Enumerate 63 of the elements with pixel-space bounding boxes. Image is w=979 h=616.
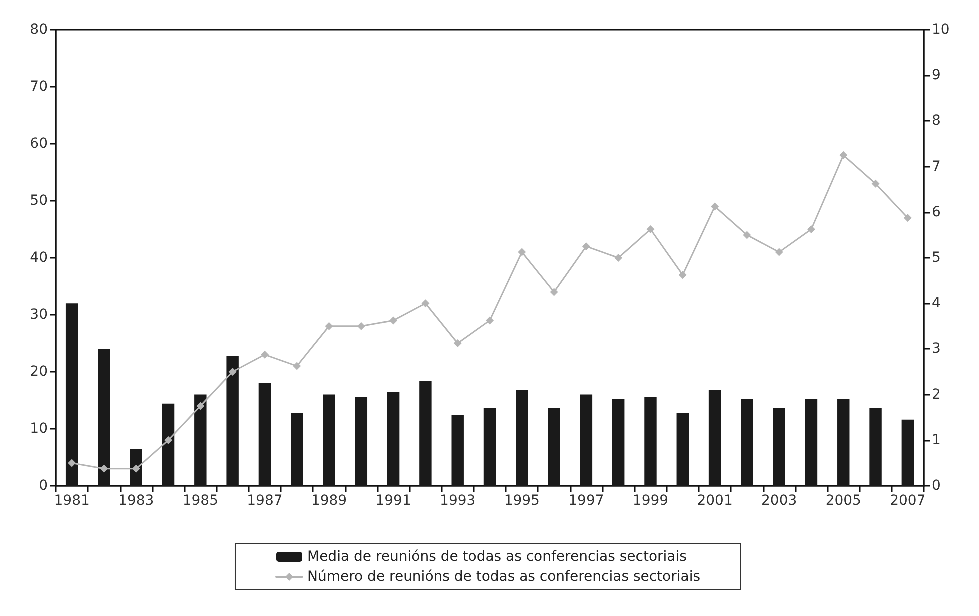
point [293,362,302,370]
point [840,151,848,160]
y-tick-label: 80 [30,22,48,38]
point [582,242,590,251]
y-tick-label: 40 [30,250,48,266]
point [550,288,558,296]
y-tick-label: 10 [30,421,48,437]
x-tick-label: 1991 [376,493,412,509]
legend-label: Número de reunións de todas as conferencias sectoriais [307,569,701,585]
point [228,368,237,376]
point [775,248,784,256]
point [904,214,912,222]
point [357,322,366,330]
point [196,402,205,410]
point [100,464,108,473]
y2-tick-label: 3 [932,341,941,358]
point [325,322,334,330]
x-tick-label: 1989 [311,493,348,509]
x-tick-label: 2003 [762,493,798,509]
point [614,254,623,262]
y2-tick-label: 1 [932,432,941,448]
point [711,202,720,211]
y2-tick-label: 9 [932,68,941,84]
y-tick-label: 0 [39,478,48,494]
x-tick-label: 2007 [890,493,926,509]
legend-label: Media de reunións de todas as conferencias sectoriais [307,549,687,565]
x-tick-label: 1985 [182,493,218,509]
point [132,464,140,473]
point [164,436,173,444]
x-tick-label: 1997 [568,493,604,509]
x-tick-label: 1983 [118,493,154,509]
point [422,300,430,308]
point [454,340,462,348]
y2-tick-label: 4 [932,296,941,312]
x-tick-label: 1993 [440,493,476,509]
y-tick-label: 70 [30,79,48,95]
x-tick-label: 1999 [632,493,669,509]
point [260,350,269,359]
x-tick-label: 1981 [54,493,90,509]
point [807,226,816,234]
point [872,180,880,188]
x-tick-label: 2001 [697,493,733,509]
y2-tick-label: 0 [932,478,941,494]
x-tick-label: 1995 [504,493,540,509]
y2-tick-label: 8 [932,113,941,130]
y2-tick-label: 2 [932,386,941,403]
y2-tick-label: 5 [932,250,941,266]
y-tick-label: 60 [30,136,48,152]
y2-tick-label: 10 [932,22,950,38]
point [646,226,655,234]
y-tick-label: 30 [30,307,48,323]
y2-tick-label: 7 [932,158,941,175]
x-tick-label: 2005 [826,493,862,509]
point [486,316,494,325]
point [743,231,752,240]
y-tick-label: 50 [30,193,48,209]
point [390,316,398,325]
point [518,248,526,256]
point [678,271,687,280]
x-tick-label: 1987 [247,493,283,509]
point [68,459,76,468]
y-tick-label: 20 [30,364,48,380]
y2-tick-label: 6 [932,204,941,220]
